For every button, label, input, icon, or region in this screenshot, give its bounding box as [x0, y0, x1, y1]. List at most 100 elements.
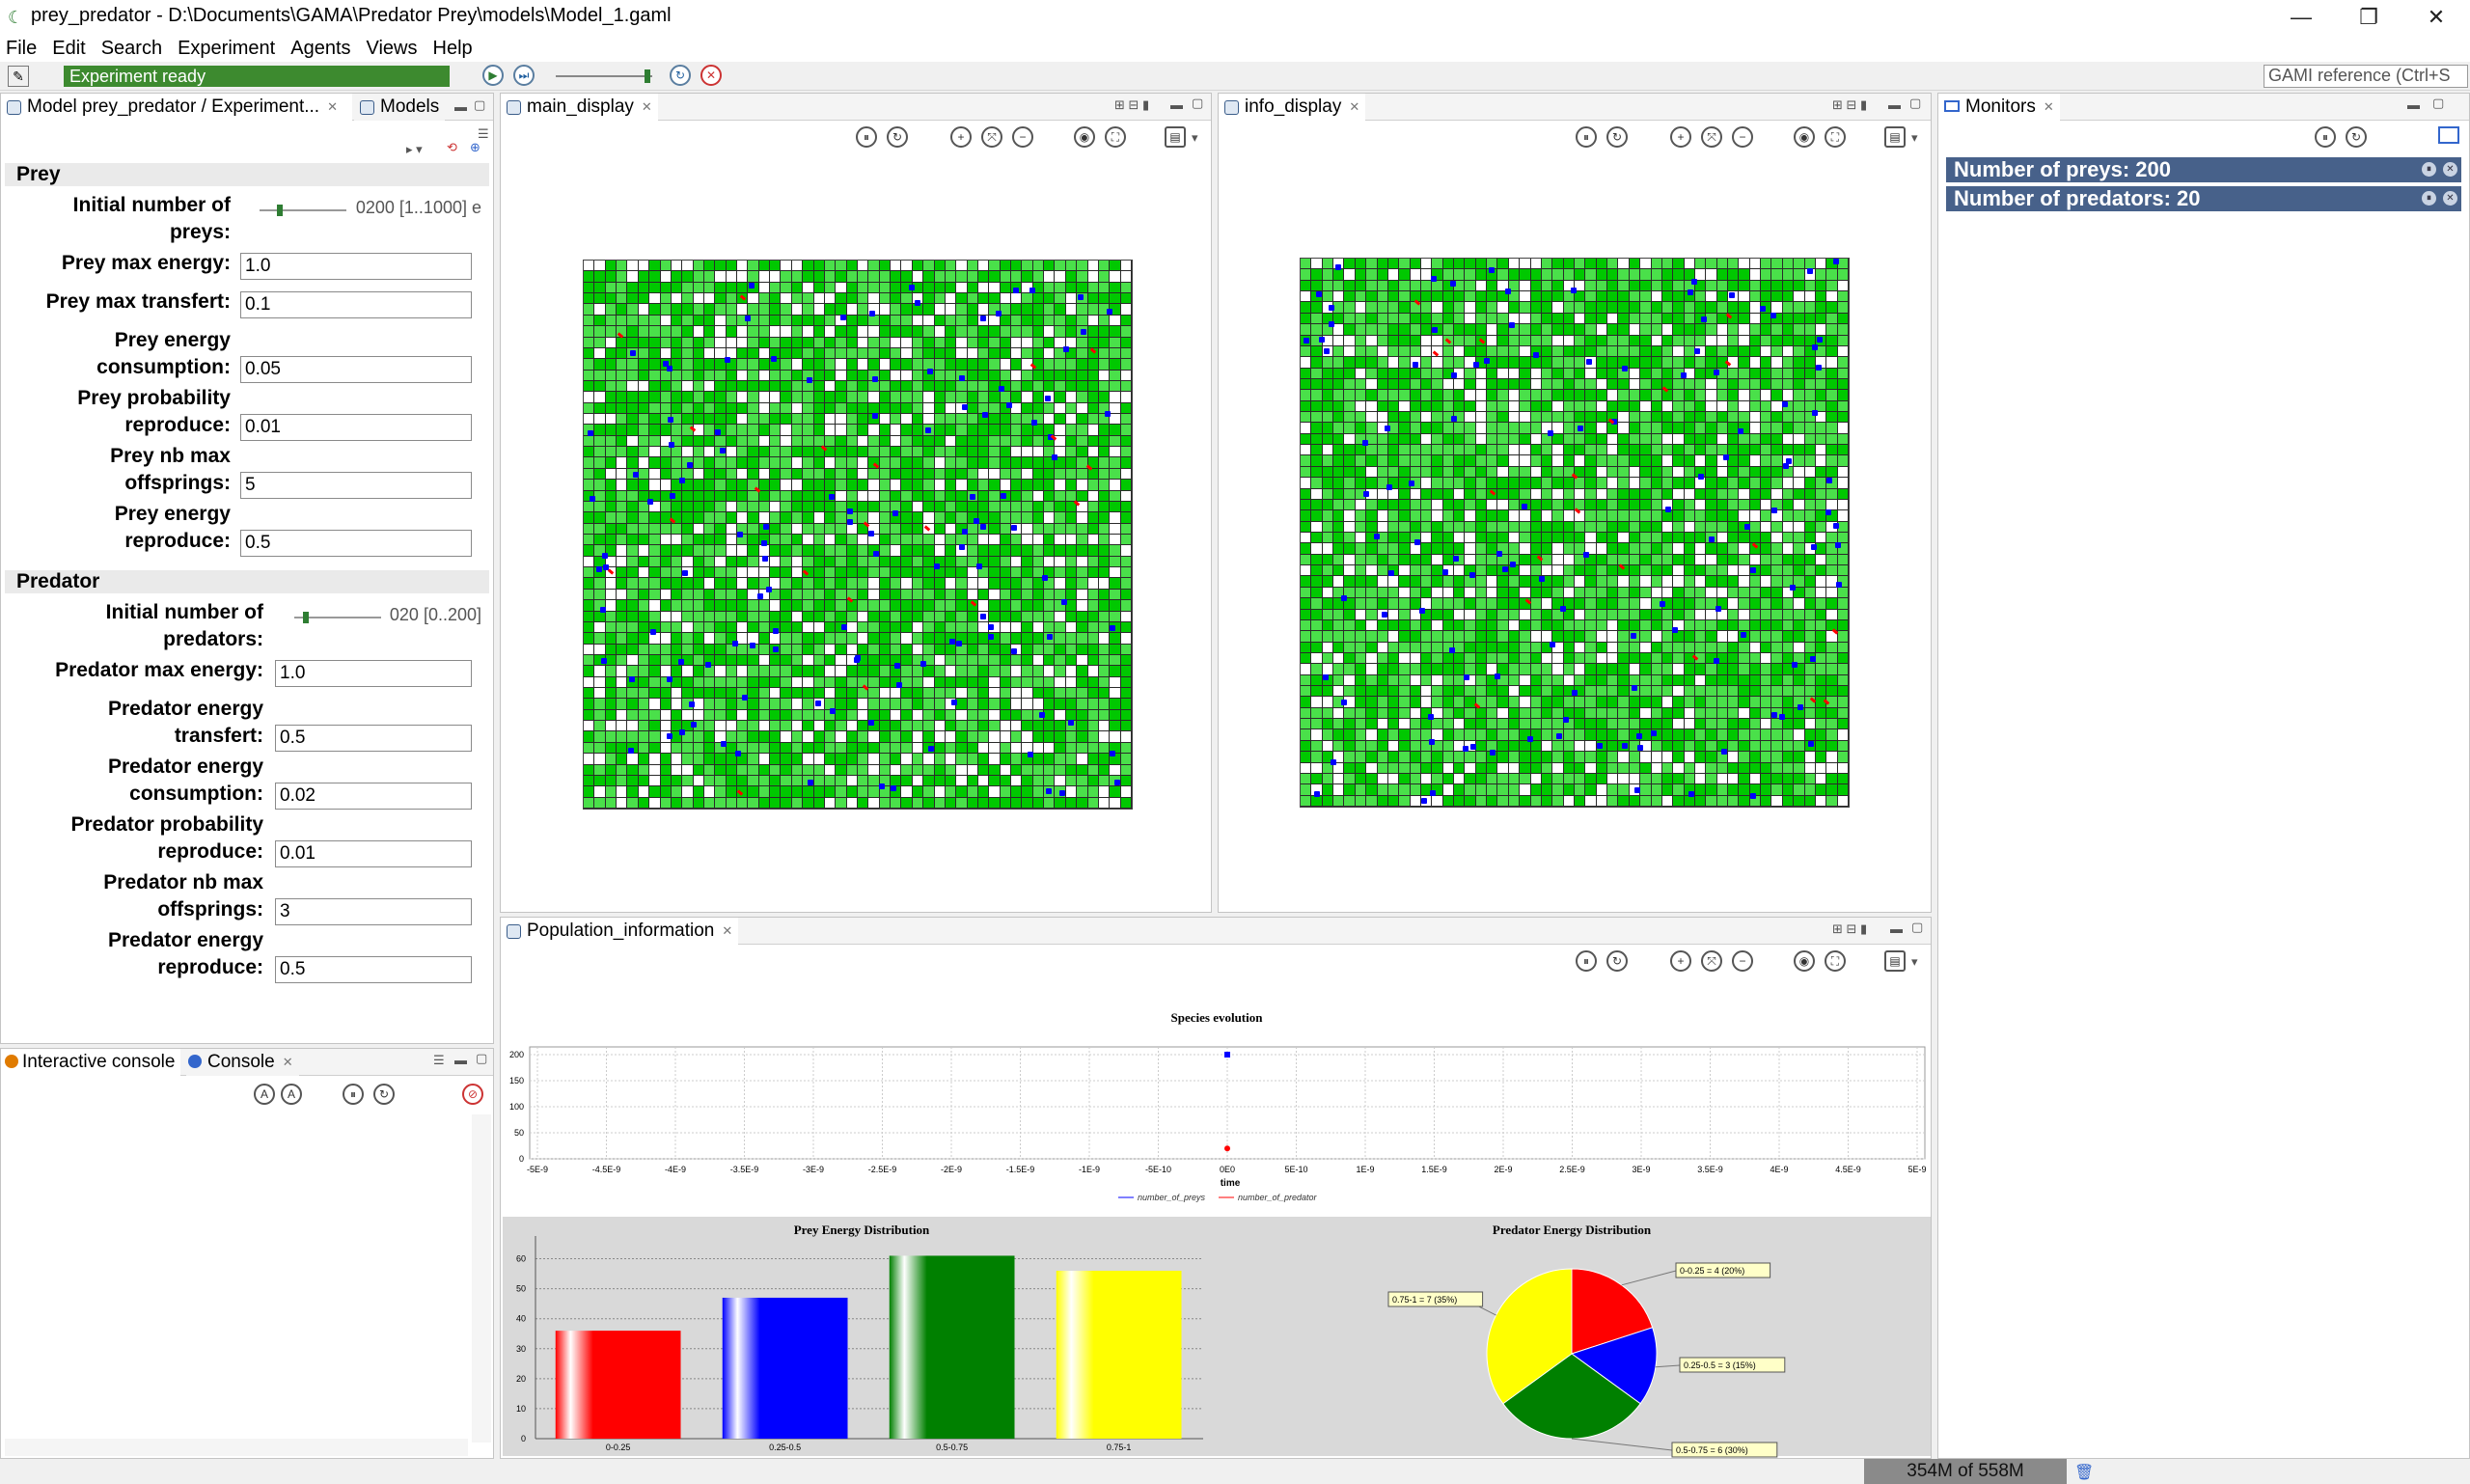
prey-agent[interactable] — [927, 369, 933, 374]
prey-agent[interactable] — [663, 361, 669, 367]
prey-agent[interactable] — [1698, 474, 1704, 480]
close-button[interactable]: ✕ — [2427, 5, 2446, 29]
prey-agent[interactable] — [588, 430, 593, 436]
step-icon[interactable]: ⏭ — [513, 65, 535, 86]
prey-agent[interactable] — [1715, 606, 1721, 612]
close-population-icon[interactable]: ✕ — [722, 923, 733, 938]
prey-agent[interactable] — [1409, 481, 1414, 486]
tab-info-display[interactable]: info_display ✕ — [1219, 94, 1366, 121]
prey-agent[interactable] — [1723, 454, 1729, 460]
prey-agent[interactable] — [1527, 736, 1533, 742]
layers-icon[interactable]: ▤ — [1884, 950, 1906, 972]
prey-agent[interactable] — [1029, 288, 1035, 293]
prey-agent[interactable] — [600, 607, 606, 613]
zoom-out-icon[interactable]: − — [1732, 126, 1753, 148]
prey-agent[interactable] — [721, 741, 727, 747]
prey-agent[interactable] — [1817, 337, 1823, 343]
prey-agent[interactable] — [891, 785, 896, 791]
prey-agent[interactable] — [1421, 798, 1427, 804]
prey-agent[interactable] — [873, 551, 879, 557]
prey-agent[interactable] — [896, 682, 902, 688]
prey-agent[interactable] — [1469, 572, 1475, 578]
close-info-display-icon[interactable]: ✕ — [1349, 99, 1360, 114]
reload-icon[interactable]: ↻ — [670, 65, 691, 86]
prey-agent[interactable] — [1001, 493, 1006, 499]
param-input[interactable]: 0.1 — [240, 291, 472, 318]
prey-agent[interactable] — [1114, 780, 1120, 785]
prey-agent[interactable] — [1042, 575, 1048, 581]
prey-agent[interactable] — [1063, 346, 1069, 352]
prey-agent[interactable] — [1750, 793, 1756, 799]
pause-icon[interactable]: ⏸ — [1576, 950, 1597, 972]
prey-agent[interactable] — [1046, 788, 1052, 794]
param-input[interactable]: 1.0 — [240, 253, 472, 280]
prey-agent[interactable] — [1660, 601, 1665, 607]
prey-agent[interactable] — [1451, 416, 1457, 422]
sync-console-icon[interactable]: ↻ — [373, 1084, 395, 1105]
prey-agent[interactable] — [1464, 674, 1469, 680]
prey-agent[interactable] — [1738, 428, 1743, 434]
prey-agent[interactable] — [841, 624, 847, 630]
console-minimize-icon[interactable]: ▬ — [454, 1053, 467, 1067]
close-console-icon[interactable]: ✕ — [282, 1055, 293, 1069]
prey-agent[interactable] — [1453, 556, 1459, 562]
prey-agent[interactable] — [630, 350, 636, 356]
prey-agent[interactable] — [1013, 288, 1019, 293]
info-display-maximize-icon[interactable]: ▢ — [1909, 96, 1922, 110]
prey-agent[interactable] — [959, 544, 965, 550]
prey-agent[interactable] — [1622, 366, 1628, 371]
clear-console-icon[interactable]: ⊘ — [462, 1084, 483, 1105]
menu-help[interactable]: Help — [432, 37, 473, 59]
pause-console-icon[interactable]: ⏸ — [343, 1084, 364, 1105]
prey-agent[interactable] — [1560, 606, 1566, 612]
view-menu-icon[interactable]: ☰ — [478, 126, 489, 141]
prey-agent[interactable] — [1572, 690, 1578, 696]
maximize-button[interactable]: ❐ — [2359, 5, 2378, 29]
speed-slider[interactable] — [556, 75, 652, 77]
prey-agent[interactable] — [763, 524, 769, 530]
prey-agent[interactable] — [732, 641, 738, 646]
prey-agent[interactable] — [1105, 411, 1111, 417]
tab-monitors[interactable]: Monitors ✕ — [1938, 94, 2060, 121]
prey-agent[interactable] — [1694, 348, 1700, 354]
prey-agent[interactable] — [1490, 750, 1496, 756]
prey-agent[interactable] — [956, 641, 962, 646]
predator-section-header[interactable]: Predator — [5, 570, 489, 593]
prey-agent[interactable] — [773, 646, 779, 652]
pause-monitor-icon[interactable]: ⏸ — [2422, 162, 2436, 177]
prey-agent[interactable] — [1812, 344, 1818, 350]
zoom-out-icon[interactable]: − — [1012, 126, 1033, 148]
prey-agent[interactable] — [647, 499, 653, 505]
prey-agent[interactable] — [1833, 259, 1839, 264]
snapshot-icon[interactable]: ◉ — [1794, 126, 1815, 148]
prey-agent[interactable] — [766, 587, 772, 592]
main-display-minimize-icon[interactable]: ▬ — [1170, 97, 1183, 112]
prey-agent[interactable] — [1068, 720, 1074, 726]
monitors-minimize-icon[interactable]: ▬ — [2407, 97, 2420, 112]
prey-agent[interactable] — [1505, 289, 1511, 294]
prey-agent[interactable] — [691, 722, 697, 728]
zoom-in-icon[interactable]: + — [1670, 950, 1691, 972]
prey-agent[interactable] — [1470, 744, 1476, 750]
prey-agent[interactable] — [1429, 739, 1435, 745]
monitor-number-of-predators[interactable]: Number of predators: 20 ⏸ ✕ — [1946, 186, 2461, 211]
pause-monitors-icon[interactable]: ⏸ — [2315, 126, 2336, 148]
stop-icon[interactable]: ✕ — [700, 65, 722, 86]
zoom-in-icon[interactable]: + — [950, 126, 972, 148]
prey-section-header[interactable]: Prey — [5, 163, 489, 186]
param-slider-thumb[interactable] — [303, 612, 309, 623]
prey-agent[interactable] — [1304, 338, 1309, 344]
prey-agent[interactable] — [1388, 570, 1394, 576]
prey-agent[interactable] — [1741, 632, 1746, 638]
close-monitor-icon[interactable]: ✕ — [2443, 191, 2457, 206]
prey-agent[interactable] — [934, 563, 940, 569]
prey-agent[interactable] — [807, 377, 812, 383]
prey-agent[interactable] — [668, 417, 673, 423]
fullscreen-icon[interactable]: ⛶ — [1825, 950, 1846, 972]
prey-agent[interactable] — [976, 563, 982, 569]
sync-monitors-icon[interactable]: ↻ — [2346, 126, 2367, 148]
prey-agent[interactable] — [1319, 337, 1325, 343]
prey-agent[interactable] — [869, 311, 875, 316]
prey-agent[interactable] — [1473, 362, 1479, 368]
prey-agent[interactable] — [1631, 633, 1636, 639]
